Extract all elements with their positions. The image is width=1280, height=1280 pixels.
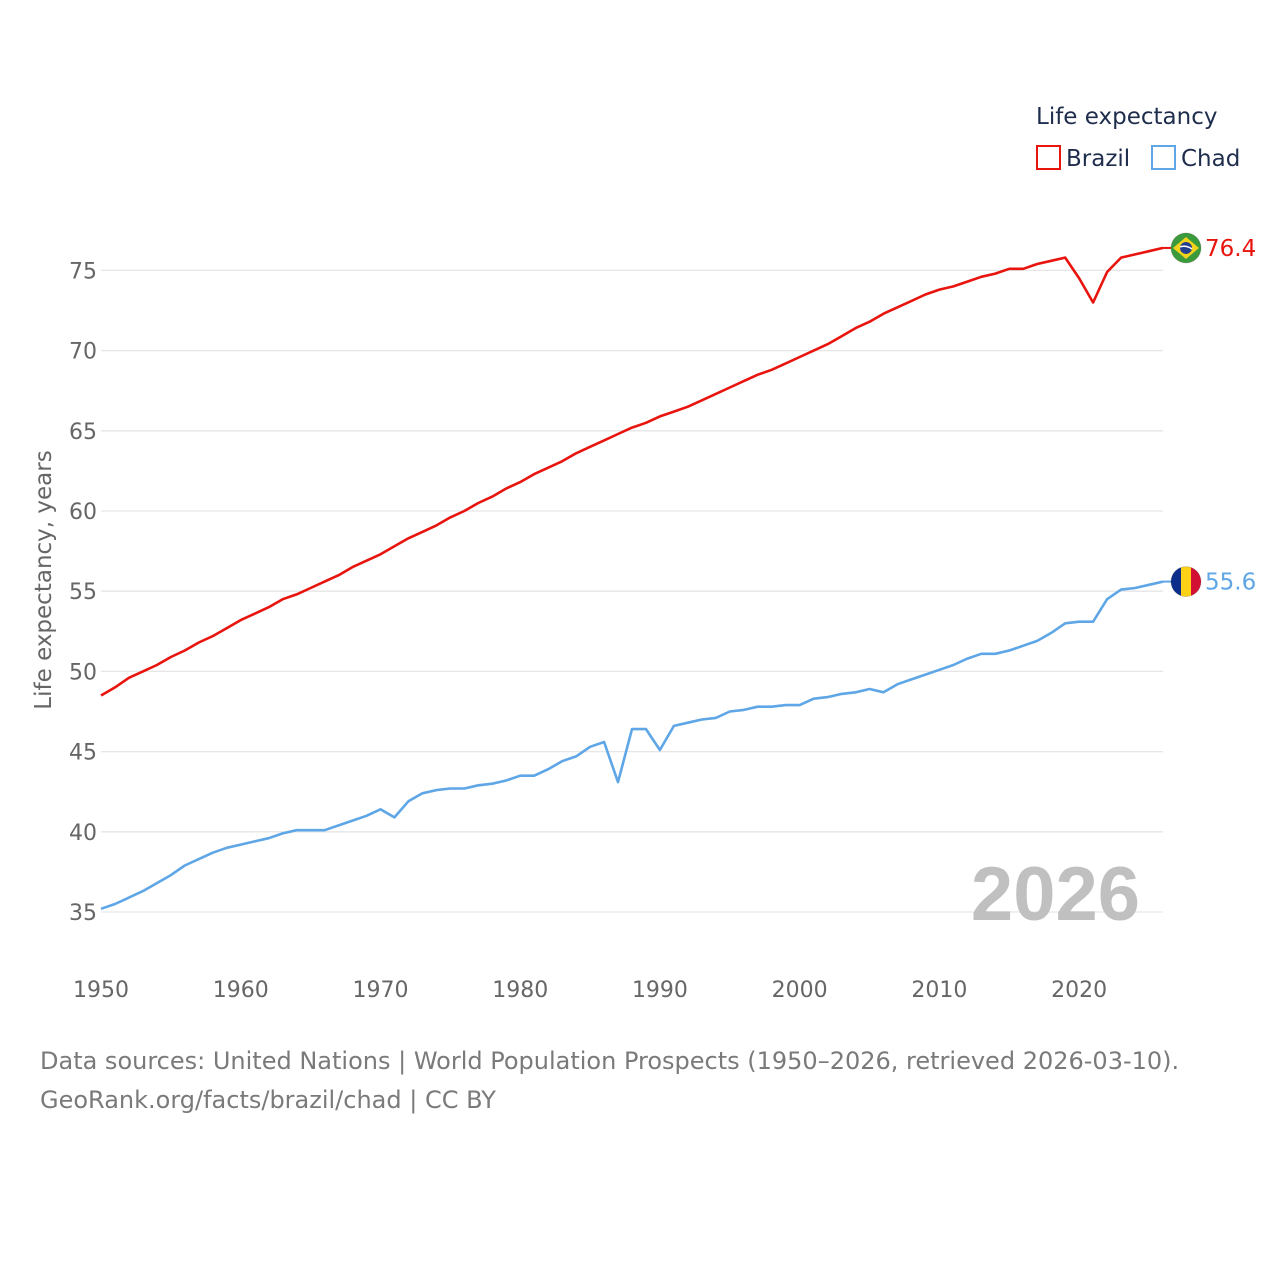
y-tick-label: 60 bbox=[69, 500, 97, 525]
legend-brazil-label: Brazil bbox=[1066, 146, 1130, 172]
life-expectancy-chart: 35 40 45 50 55 60 65 70 75 1950 1960 1970 1980 1990 2… bbox=[31, 104, 1256, 1003]
legend: Life expectancy Brazil Chad bbox=[1036, 104, 1240, 172]
x-axis-ticks: 1950 1960 1970 1980 1990 2000 2010 2020 bbox=[73, 978, 1107, 1003]
x-tick-label: 1980 bbox=[492, 978, 548, 1003]
footer: Data sources: United Nations | World Pop… bbox=[40, 1042, 1179, 1120]
brazil-line bbox=[100, 246, 1164, 697]
x-tick-label: 1990 bbox=[632, 978, 688, 1003]
chad-flag-icon bbox=[1170, 566, 1202, 598]
y-tick-label: 55 bbox=[69, 580, 97, 605]
chad-line bbox=[100, 580, 1164, 911]
end-markers: 76.4 55.6 bbox=[1163, 232, 1256, 598]
legend-title: Life expectancy bbox=[1036, 104, 1217, 130]
y-tick-label: 65 bbox=[69, 420, 97, 445]
grid-lines bbox=[101, 269, 1163, 913]
x-tick-label: 2010 bbox=[911, 978, 967, 1003]
legend-chad-label: Chad bbox=[1181, 146, 1240, 172]
y-tick-label: 50 bbox=[69, 660, 97, 685]
y-tick-label: 40 bbox=[69, 821, 97, 846]
legend-brazil-swatch bbox=[1036, 145, 1061, 170]
series-lines bbox=[100, 246, 1164, 911]
legend-chad-swatch bbox=[1151, 145, 1176, 170]
license-text: GeoRank.org/facts/brazil/chad | CC BY bbox=[40, 1086, 496, 1114]
x-tick-label: 2020 bbox=[1051, 978, 1107, 1003]
y-tick-label: 45 bbox=[69, 741, 97, 766]
year-watermark: 2026 bbox=[971, 852, 1140, 937]
x-tick-label: 1960 bbox=[213, 978, 269, 1003]
brazil-flag-icon bbox=[1170, 232, 1202, 264]
data-sources-text: Data sources: United Nations | World Pop… bbox=[40, 1047, 1180, 1075]
y-tick-label: 35 bbox=[69, 901, 97, 926]
chad-end-value: 55.6 bbox=[1205, 570, 1256, 596]
y-tick-label: 70 bbox=[69, 340, 97, 365]
brazil-end-value: 76.4 bbox=[1205, 236, 1256, 262]
x-tick-label: 2000 bbox=[772, 978, 828, 1003]
y-tick-label: 75 bbox=[69, 259, 97, 284]
y-axis-label: Life expectancy, years bbox=[31, 450, 57, 709]
x-tick-label: 1970 bbox=[352, 978, 408, 1003]
y-axis-ticks: 35 40 45 50 55 60 65 70 75 bbox=[69, 259, 97, 926]
x-tick-label: 1950 bbox=[73, 978, 129, 1003]
